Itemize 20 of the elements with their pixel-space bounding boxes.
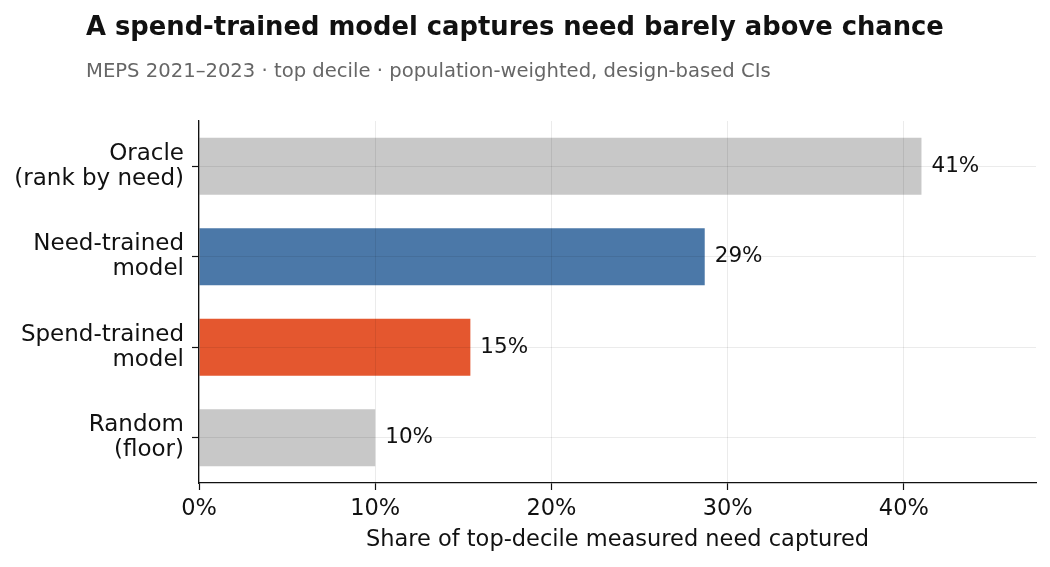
bar — [199, 318, 471, 376]
x-tick-label: 0% — [181, 494, 217, 521]
data-label: 41% — [931, 151, 980, 177]
x-axis-title: Share of top-decile measured need captured — [365, 525, 870, 552]
x-tick-label: 20% — [526, 494, 577, 521]
bar — [199, 409, 376, 467]
y-tick-label: Random (floor) — [88, 410, 184, 462]
y-tick-label: Spend-trained model — [20, 319, 184, 371]
data-label: 15% — [480, 332, 529, 358]
y-tick-label: Need-trained model — [33, 229, 184, 281]
y-tick-label: Oracle (rank by need) — [14, 138, 184, 190]
x-tick-label: 40% — [878, 494, 929, 521]
data-label: 29% — [714, 242, 763, 268]
x-tick-label: 10% — [350, 494, 401, 521]
bar — [199, 137, 922, 195]
chart-title: A spend-trained model captures need barely above chance — [86, 11, 944, 41]
bar — [199, 228, 705, 286]
x-tick-label: 30% — [702, 494, 753, 521]
chart-subtitle: MEPS 2021–2023 · top decile · population-weighted, design-based CIs — [86, 59, 771, 83]
data-label: 10% — [385, 423, 434, 449]
